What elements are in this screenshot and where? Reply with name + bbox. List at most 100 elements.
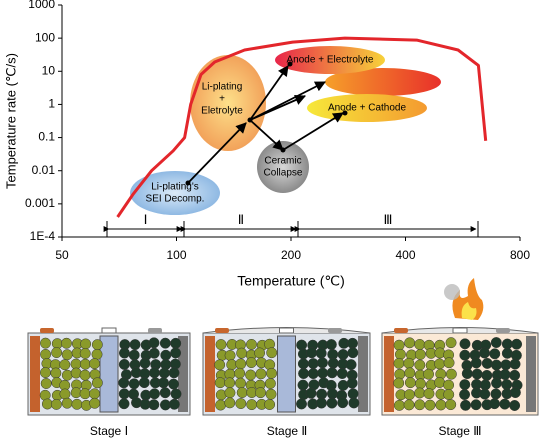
particle — [245, 369, 257, 381]
particle — [509, 358, 521, 370]
data-line — [116, 36, 488, 218]
particle — [445, 399, 457, 411]
particle — [424, 399, 436, 411]
particle — [423, 388, 435, 400]
particle — [50, 398, 62, 410]
annotation: Li-plating's — [151, 182, 199, 193]
current-collector — [358, 336, 368, 412]
particle — [224, 377, 236, 389]
particle — [345, 359, 357, 371]
particle — [149, 388, 160, 400]
y-tick-label: 1000 — [28, 0, 55, 11]
particle — [501, 379, 513, 390]
particle — [459, 379, 471, 391]
particle — [91, 339, 103, 351]
particle — [423, 368, 435, 380]
particle — [490, 337, 502, 348]
particle — [306, 347, 318, 359]
particle — [491, 377, 502, 389]
current-collector — [30, 336, 40, 412]
particle — [501, 338, 513, 350]
particle — [224, 350, 236, 361]
particle — [461, 368, 473, 380]
x-tick-label: 800 — [510, 248, 530, 262]
particle — [39, 367, 51, 379]
particle — [317, 367, 329, 379]
particle — [159, 337, 171, 349]
particle — [403, 389, 415, 401]
particle — [296, 398, 307, 410]
particle — [414, 359, 426, 371]
particle — [307, 358, 319, 370]
particle — [403, 399, 415, 411]
particle — [404, 367, 416, 379]
particle — [266, 367, 278, 379]
particle — [336, 368, 348, 379]
particle — [264, 378, 276, 389]
particle — [119, 347, 130, 359]
tab — [452, 327, 468, 334]
particle — [481, 369, 493, 381]
particle — [59, 359, 71, 371]
particle — [347, 347, 359, 359]
particle — [348, 397, 360, 409]
particle — [51, 347, 63, 359]
particle — [255, 387, 267, 399]
particle — [511, 338, 523, 350]
particle — [460, 399, 472, 411]
particle — [138, 377, 150, 389]
particle — [215, 339, 227, 351]
tab — [40, 328, 54, 333]
particle — [89, 388, 101, 400]
particle — [414, 349, 426, 360]
particle — [170, 347, 182, 359]
annotation: Anode + Electrolyte — [287, 55, 374, 66]
particle — [501, 347, 513, 359]
y-tick-label: 1E-4 — [30, 229, 56, 243]
particle — [214, 359, 226, 371]
x-tick-label: 400 — [395, 248, 415, 262]
particle — [118, 398, 130, 410]
particle — [500, 359, 512, 371]
separator — [277, 335, 296, 413]
arrows — [187, 65, 344, 184]
y-tick-label: 0.1 — [38, 130, 55, 144]
particle — [326, 367, 338, 379]
particle — [346, 377, 358, 389]
particle — [459, 338, 471, 350]
particle — [255, 368, 267, 380]
x-tick-label: 50 — [55, 248, 69, 262]
particle — [234, 367, 246, 379]
particle — [297, 379, 309, 391]
particle — [393, 377, 405, 389]
particle — [89, 397, 101, 409]
particle — [59, 388, 71, 400]
particle — [168, 378, 180, 390]
particle — [246, 399, 258, 411]
particle — [317, 357, 328, 369]
particle — [404, 377, 416, 389]
tab — [394, 328, 408, 333]
particle — [79, 388, 91, 400]
particle — [415, 378, 426, 390]
particle — [470, 357, 482, 369]
particle — [79, 348, 91, 359]
flame — [461, 302, 477, 320]
particle — [128, 378, 140, 390]
y-tick-label: 0.001 — [25, 196, 55, 210]
particle — [235, 377, 246, 389]
annotation-shapes — [130, 46, 441, 215]
particle — [499, 369, 511, 381]
particle — [489, 398, 500, 410]
particle — [414, 387, 426, 399]
particle — [61, 397, 73, 409]
particle — [479, 388, 491, 400]
particle — [128, 349, 140, 361]
particle — [305, 387, 317, 399]
y-tick-label: 100 — [35, 30, 55, 44]
particle — [337, 397, 349, 409]
particle — [326, 388, 338, 400]
particle — [158, 367, 170, 379]
x-tick-label: 200 — [281, 248, 301, 262]
particle — [445, 368, 457, 380]
